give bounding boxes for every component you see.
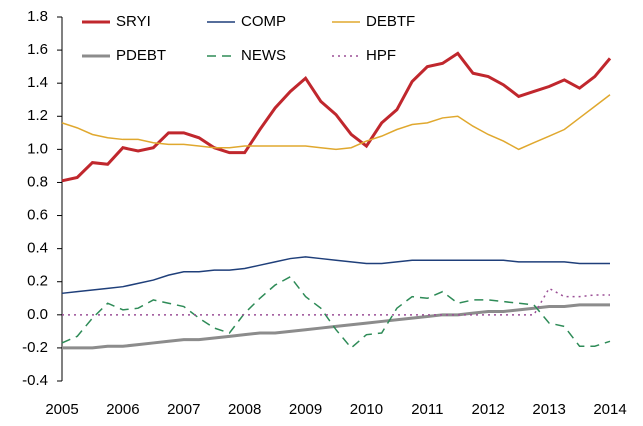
legend-label: DEBTF bbox=[366, 13, 415, 30]
y-tick-label: 1.8 bbox=[27, 8, 48, 25]
x-tick-label: 2012 bbox=[472, 401, 505, 418]
y-tick-label: 0.6 bbox=[27, 207, 48, 224]
y-tick-label: 0.0 bbox=[27, 306, 48, 323]
y-tick-label: 1.2 bbox=[27, 107, 48, 124]
y-tick-label: 1.4 bbox=[27, 74, 48, 91]
line-series bbox=[61, 51, 612, 183]
x-tick-label: 2005 bbox=[45, 401, 78, 418]
legend-label: COMP bbox=[241, 13, 286, 30]
y-tick-label: 0.8 bbox=[27, 173, 48, 190]
x-tick-label: 2006 bbox=[106, 401, 139, 418]
line-series bbox=[61, 256, 610, 295]
y-tick-label: 1.6 bbox=[27, 41, 48, 58]
line-series bbox=[61, 94, 611, 151]
y-tick-label: -0.4 bbox=[22, 372, 48, 389]
x-tick-label: 2010 bbox=[350, 401, 383, 418]
x-tick-label: 2007 bbox=[167, 401, 200, 418]
x-tick-label: 2008 bbox=[228, 401, 261, 418]
x-tick-label: 2013 bbox=[532, 401, 565, 418]
legend-label: PDEBT bbox=[116, 47, 166, 64]
line-series bbox=[62, 287, 610, 316]
legend-label: SRYI bbox=[116, 13, 151, 30]
line-series bbox=[62, 303, 610, 350]
legend-label: NEWS bbox=[241, 47, 286, 64]
y-tick-label: 0.2 bbox=[27, 273, 48, 290]
x-tick-label: 2011 bbox=[411, 401, 443, 418]
x-tick-label: 2014 bbox=[593, 401, 626, 418]
line-series bbox=[61, 275, 611, 349]
y-tick-label: 0.4 bbox=[27, 240, 48, 257]
y-tick-label: -0.2 bbox=[22, 339, 48, 356]
y-tick-label: 1.0 bbox=[27, 140, 48, 157]
legend-label: HPF bbox=[366, 47, 396, 64]
x-tick-label: 2009 bbox=[289, 401, 322, 418]
